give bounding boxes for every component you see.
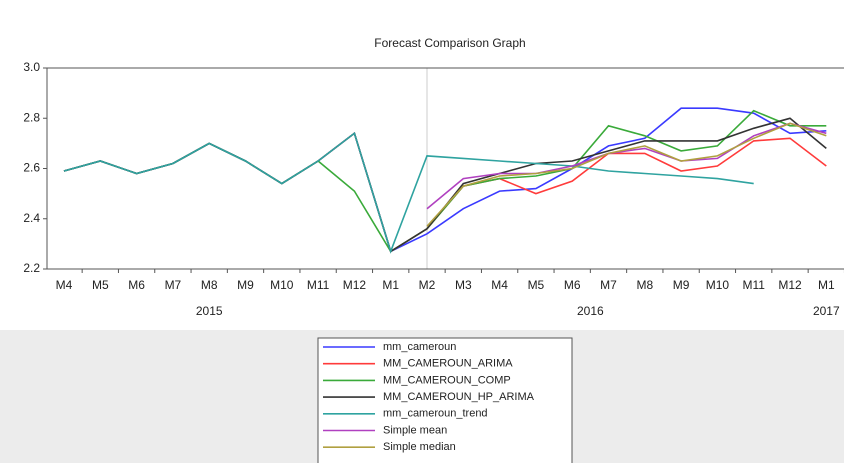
y-tick-label: 2.2 <box>23 261 40 275</box>
x-tick-label: M1 <box>818 278 835 292</box>
series-line <box>426 122 827 210</box>
x-group-label: 2017 <box>813 304 840 318</box>
x-tick-label: M5 <box>528 278 545 292</box>
x-tick-label: M2 <box>419 278 436 292</box>
y-tick-label: 2.8 <box>23 110 40 124</box>
legend-label: mm_cameroun_trend <box>383 408 488 420</box>
legend: mm_cameroun MM_CAMEROUN_ARIMA MM_CAMEROUN_… <box>317 337 573 463</box>
legend-label: Simple mean <box>383 424 447 436</box>
legend-label: MM_CAMEROUN_COMP <box>383 374 511 386</box>
x-tick-label: M4 <box>491 278 508 292</box>
y-tick-label: 2.6 <box>23 161 40 175</box>
x-tick-label: M12 <box>343 278 367 292</box>
x-tick-label: M11 <box>742 278 765 292</box>
x-tick-label: M6 <box>564 278 581 292</box>
legend-box <box>317 337 573 463</box>
x-tick-label: M7 <box>165 278 182 292</box>
x-tick-label: M9 <box>237 278 254 292</box>
x-tick-label: M8 <box>201 278 218 292</box>
x-tick-label: M4 <box>56 278 73 292</box>
plot-area: 2.2 2.4 2.6 2.8 3.0 M4 M5 M6 M7 M8 M9 M10 M11 M12 2015… <box>23 60 844 318</box>
x-tick-label: M1 <box>382 278 399 292</box>
x-tick-label: M9 <box>673 278 690 292</box>
y-tick-label: 3.0 <box>23 60 40 74</box>
x-tick-label: M8 <box>636 278 653 292</box>
x-tick-label: M10 <box>706 278 730 292</box>
chart-background <box>0 0 844 330</box>
x-tick-label: M10 <box>270 278 294 292</box>
chart-title: Forecast Comparison Graph <box>374 36 525 50</box>
x-group-label: 2016 <box>577 304 604 318</box>
legend-label: mm_cameroun <box>383 341 456 353</box>
x-tick-label: M3 <box>455 278 472 292</box>
series-line <box>63 131 754 254</box>
legend-label: Simple median <box>383 441 456 453</box>
x-tick-label: M11 <box>307 278 330 292</box>
legend-label: MM_CAMEROUN_HP_ARIMA <box>383 391 535 403</box>
series-line <box>426 122 827 227</box>
x-tick-label: M7 <box>600 278 617 292</box>
y-tick-label: 2.4 <box>23 211 40 225</box>
x-group-label: 2015 <box>196 304 223 318</box>
x-tick-label: M5 <box>92 278 109 292</box>
x-tick-label: M6 <box>128 278 145 292</box>
x-tick-label: M12 <box>778 278 802 292</box>
legend-label: MM_CAMEROUN_ARIMA <box>383 358 513 370</box>
